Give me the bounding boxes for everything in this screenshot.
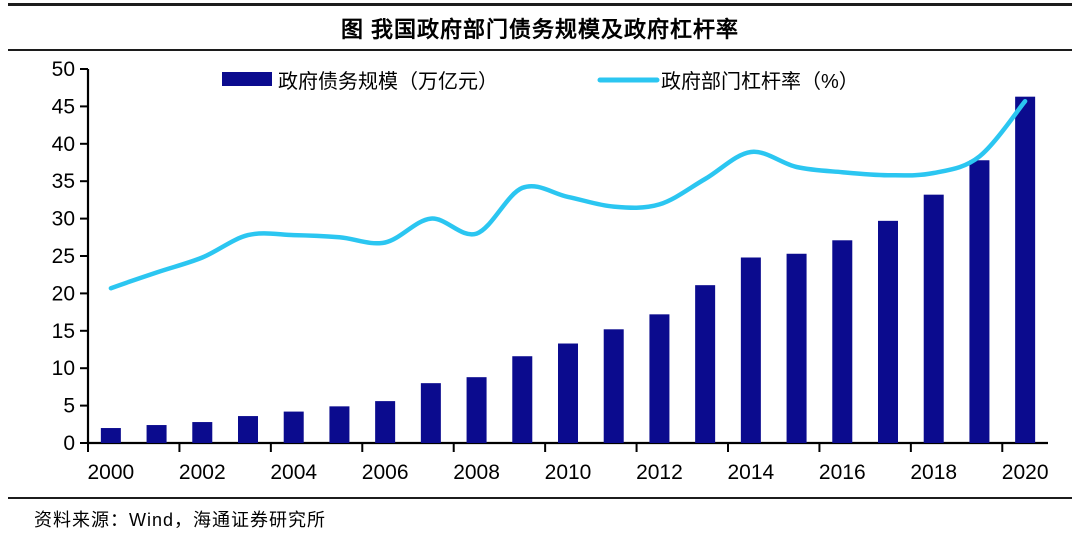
bar-2002 <box>192 422 213 443</box>
bar-2014 <box>740 257 761 443</box>
y-tick-label: 15 <box>52 320 75 343</box>
bar-2018 <box>923 194 944 443</box>
bottom-divider <box>8 497 1072 499</box>
bar-2015 <box>786 253 807 443</box>
bar-2020 <box>1015 96 1036 444</box>
plot-layer: 0 5 10 15 20 25 30 35 40 45 50 2000 2002 2004 2006 2008… <box>52 58 1049 484</box>
bar-2016 <box>832 240 853 443</box>
bar-2004 <box>283 411 304 443</box>
bar-2011 <box>603 329 624 443</box>
bar-2006 <box>375 401 396 443</box>
bar-2007 <box>420 383 441 443</box>
x-tick-label: 2006 <box>362 461 409 484</box>
bar-2008 <box>466 377 487 443</box>
chart-title: 图 我国政府部门债务规模及政府杠杆率 <box>340 17 740 42</box>
bar-2019 <box>969 160 990 444</box>
y-tick-label: 45 <box>52 95 75 118</box>
bar-2005 <box>329 406 350 443</box>
y-tick-label: 20 <box>52 282 75 305</box>
y-tick-label: 50 <box>52 58 75 81</box>
x-tick-label: 2012 <box>636 461 683 484</box>
x-tick-label: 2002 <box>179 461 226 484</box>
chart-legend: 政府债务规模（万亿元） 政府部门杠杆率（%） <box>222 70 859 93</box>
bar-2013 <box>695 285 716 443</box>
y-tick-label: 40 <box>52 133 75 156</box>
bar-2009 <box>512 356 533 443</box>
bar-series-label: 政府债务规模（万亿元） <box>278 70 498 93</box>
bar-2012 <box>649 314 670 443</box>
y-tick-label: 10 <box>52 357 75 380</box>
top-divider <box>8 3 1072 6</box>
x-tick-label: 2010 <box>545 461 592 484</box>
y-tick-label: 5 <box>63 395 75 418</box>
x-tick-label: 2018 <box>910 461 957 484</box>
x-tick-label: 2004 <box>270 461 317 484</box>
bar-2001 <box>146 425 167 443</box>
y-tick-label: 35 <box>52 170 75 193</box>
bar-2017 <box>878 220 898 443</box>
x-tick-label: 2000 <box>87 461 134 484</box>
x-tick-label: 2020 <box>1002 461 1049 484</box>
source-note: 资料来源：Wind，海通证券研究所 <box>34 510 327 530</box>
line-series-label: 政府部门杠杆率（%） <box>661 70 859 93</box>
y-tick-label: 25 <box>52 245 75 268</box>
x-tick-label: 2008 <box>453 461 500 484</box>
x-tick-label: 2016 <box>819 461 866 484</box>
x-tick-label: 2014 <box>727 461 774 484</box>
bar-series-swatch <box>222 72 272 86</box>
bar-2000 <box>100 428 121 443</box>
bar-2003 <box>238 416 258 443</box>
leverage-ratio-line <box>108 98 1028 291</box>
y-tick-label: 30 <box>52 208 75 231</box>
bar-2010 <box>558 343 578 443</box>
title-divider <box>8 49 1072 51</box>
y-tick-label: 0 <box>63 432 75 455</box>
